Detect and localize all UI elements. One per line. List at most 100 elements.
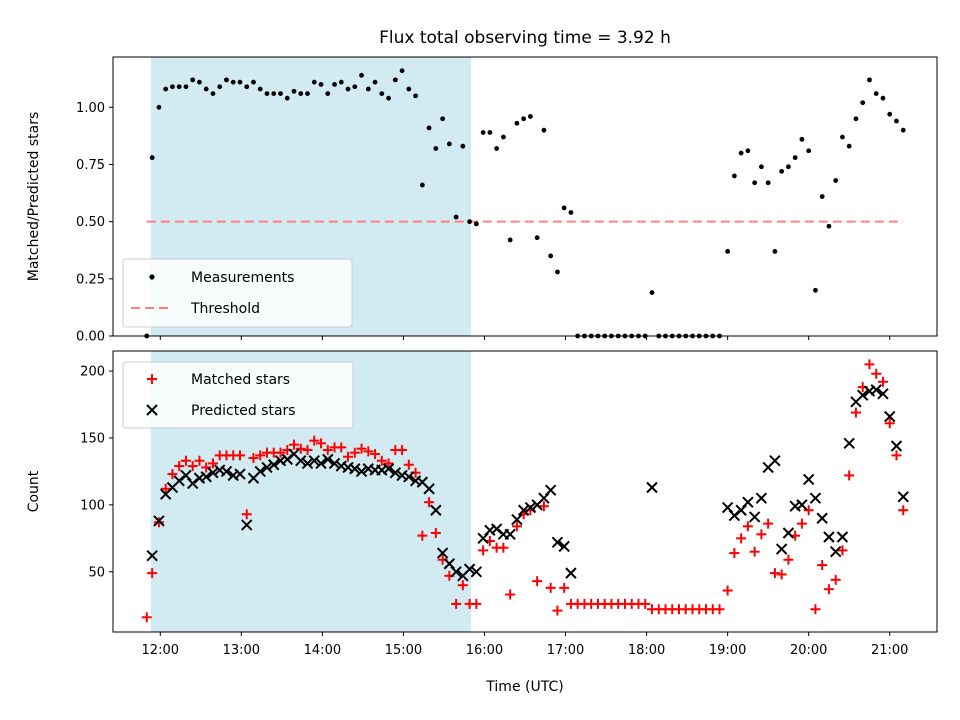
legend-matched-symbol <box>147 374 157 384</box>
measurement-point <box>230 79 236 85</box>
matched-star-point <box>174 461 185 472</box>
measurement-point <box>900 127 906 133</box>
cross-stroke <box>254 465 266 478</box>
measurement-point <box>305 91 310 96</box>
measurement-point <box>460 143 466 149</box>
predicted-star-point <box>544 484 557 496</box>
measurement-point <box>541 127 547 133</box>
cross-stroke <box>721 501 734 514</box>
predicted-star-point <box>897 491 909 503</box>
matched-star-point <box>295 443 306 454</box>
matched-star-point <box>498 542 509 553</box>
x-tick-label: 15:00 <box>385 643 422 658</box>
matched-star-point <box>810 604 821 615</box>
predicted-star-point <box>463 563 476 575</box>
measurement-point <box>453 214 459 220</box>
cross-stroke <box>234 468 246 480</box>
cross-stroke <box>863 385 876 397</box>
cross-stroke <box>416 476 429 488</box>
x-tick-label: 12:00 <box>142 643 179 658</box>
measurement-point <box>419 182 425 188</box>
predicted-star-point <box>856 389 869 401</box>
ratio-y-axis-title: Matched/Predicted stars <box>26 112 42 282</box>
cross-stroke <box>376 464 388 476</box>
measurement-point <box>257 86 263 92</box>
matched-star-point <box>742 521 753 532</box>
measurement-point <box>840 134 845 140</box>
measurement-point <box>819 194 825 199</box>
legend-predicted-label: Predicted stars <box>191 403 296 419</box>
measurement-point <box>399 68 405 74</box>
predicted-star-point <box>646 481 658 494</box>
matched-star-point <box>147 568 158 579</box>
y-tick-label: 100 <box>80 498 105 513</box>
measurement-point <box>446 141 452 147</box>
measurement-point <box>149 155 155 161</box>
measurement-point <box>813 287 818 293</box>
cross-stroke <box>220 465 233 478</box>
measurement-point <box>799 136 805 142</box>
measurement-point <box>440 116 445 122</box>
cross-stroke <box>261 461 273 474</box>
y-tick-label: 50 <box>88 565 105 580</box>
cross-stroke <box>646 481 658 494</box>
legend-threshold-label: Threshold <box>190 301 260 317</box>
measurement-point <box>507 237 513 243</box>
predicted-star-point <box>315 457 327 470</box>
cross-stroke <box>470 566 483 578</box>
matched-star-point <box>241 509 252 520</box>
predicted-star-point <box>890 440 903 452</box>
cross-stroke <box>389 467 402 479</box>
matched-star-point <box>559 582 570 593</box>
cross-stroke <box>884 410 896 423</box>
predicted-star-point <box>322 453 334 466</box>
predicted-star-point <box>328 457 341 470</box>
cross-stroke <box>355 465 368 478</box>
matched-star-point <box>898 505 909 516</box>
matched-star-point <box>255 450 266 461</box>
measurement-point <box>311 79 317 85</box>
matched-star-point <box>289 439 300 450</box>
predicted-star-point <box>430 504 442 516</box>
cross-stroke <box>877 388 889 400</box>
measurement-point <box>318 82 324 87</box>
matched-star-point <box>736 533 747 544</box>
cross-stroke <box>268 459 280 471</box>
matched-star-point <box>302 445 313 456</box>
legend-matched-label: Matched stars <box>191 372 290 388</box>
matched-star-point <box>363 446 374 457</box>
cross-stroke <box>308 455 320 467</box>
predicted-star-point <box>308 455 320 467</box>
measurement-point <box>406 86 412 92</box>
matched-star-point <box>397 445 408 456</box>
measurement-point <box>473 221 479 227</box>
predicted-star-point <box>816 512 828 524</box>
x-tick-label: 14:00 <box>304 643 341 658</box>
matched-star-point <box>180 455 191 466</box>
count-marks <box>141 359 909 623</box>
matched-star-point <box>349 447 360 458</box>
cross-stroke <box>565 567 577 579</box>
measurement-point <box>528 114 533 119</box>
matched-star-point <box>316 438 327 449</box>
cross-stroke <box>403 471 415 483</box>
matched-star-point <box>201 462 212 473</box>
matched-star-point <box>803 505 814 516</box>
cross-stroke <box>322 453 334 466</box>
cross-stroke <box>450 566 462 578</box>
matched-star-point <box>796 518 807 529</box>
predicted-star-point <box>565 567 577 579</box>
predicted-star-point <box>355 465 368 478</box>
matched-star-point <box>430 527 441 538</box>
predicted-star-point <box>200 471 212 483</box>
predicted-star-point <box>558 540 570 553</box>
predicted-star-point <box>748 511 761 523</box>
cross-stroke <box>856 389 869 401</box>
matched-star-point <box>532 576 543 587</box>
predicted-star-point <box>349 463 361 475</box>
measurement-point <box>264 91 270 96</box>
matched-star-point <box>424 497 435 508</box>
measurement-point <box>500 134 506 140</box>
matched-star-point <box>343 451 354 462</box>
